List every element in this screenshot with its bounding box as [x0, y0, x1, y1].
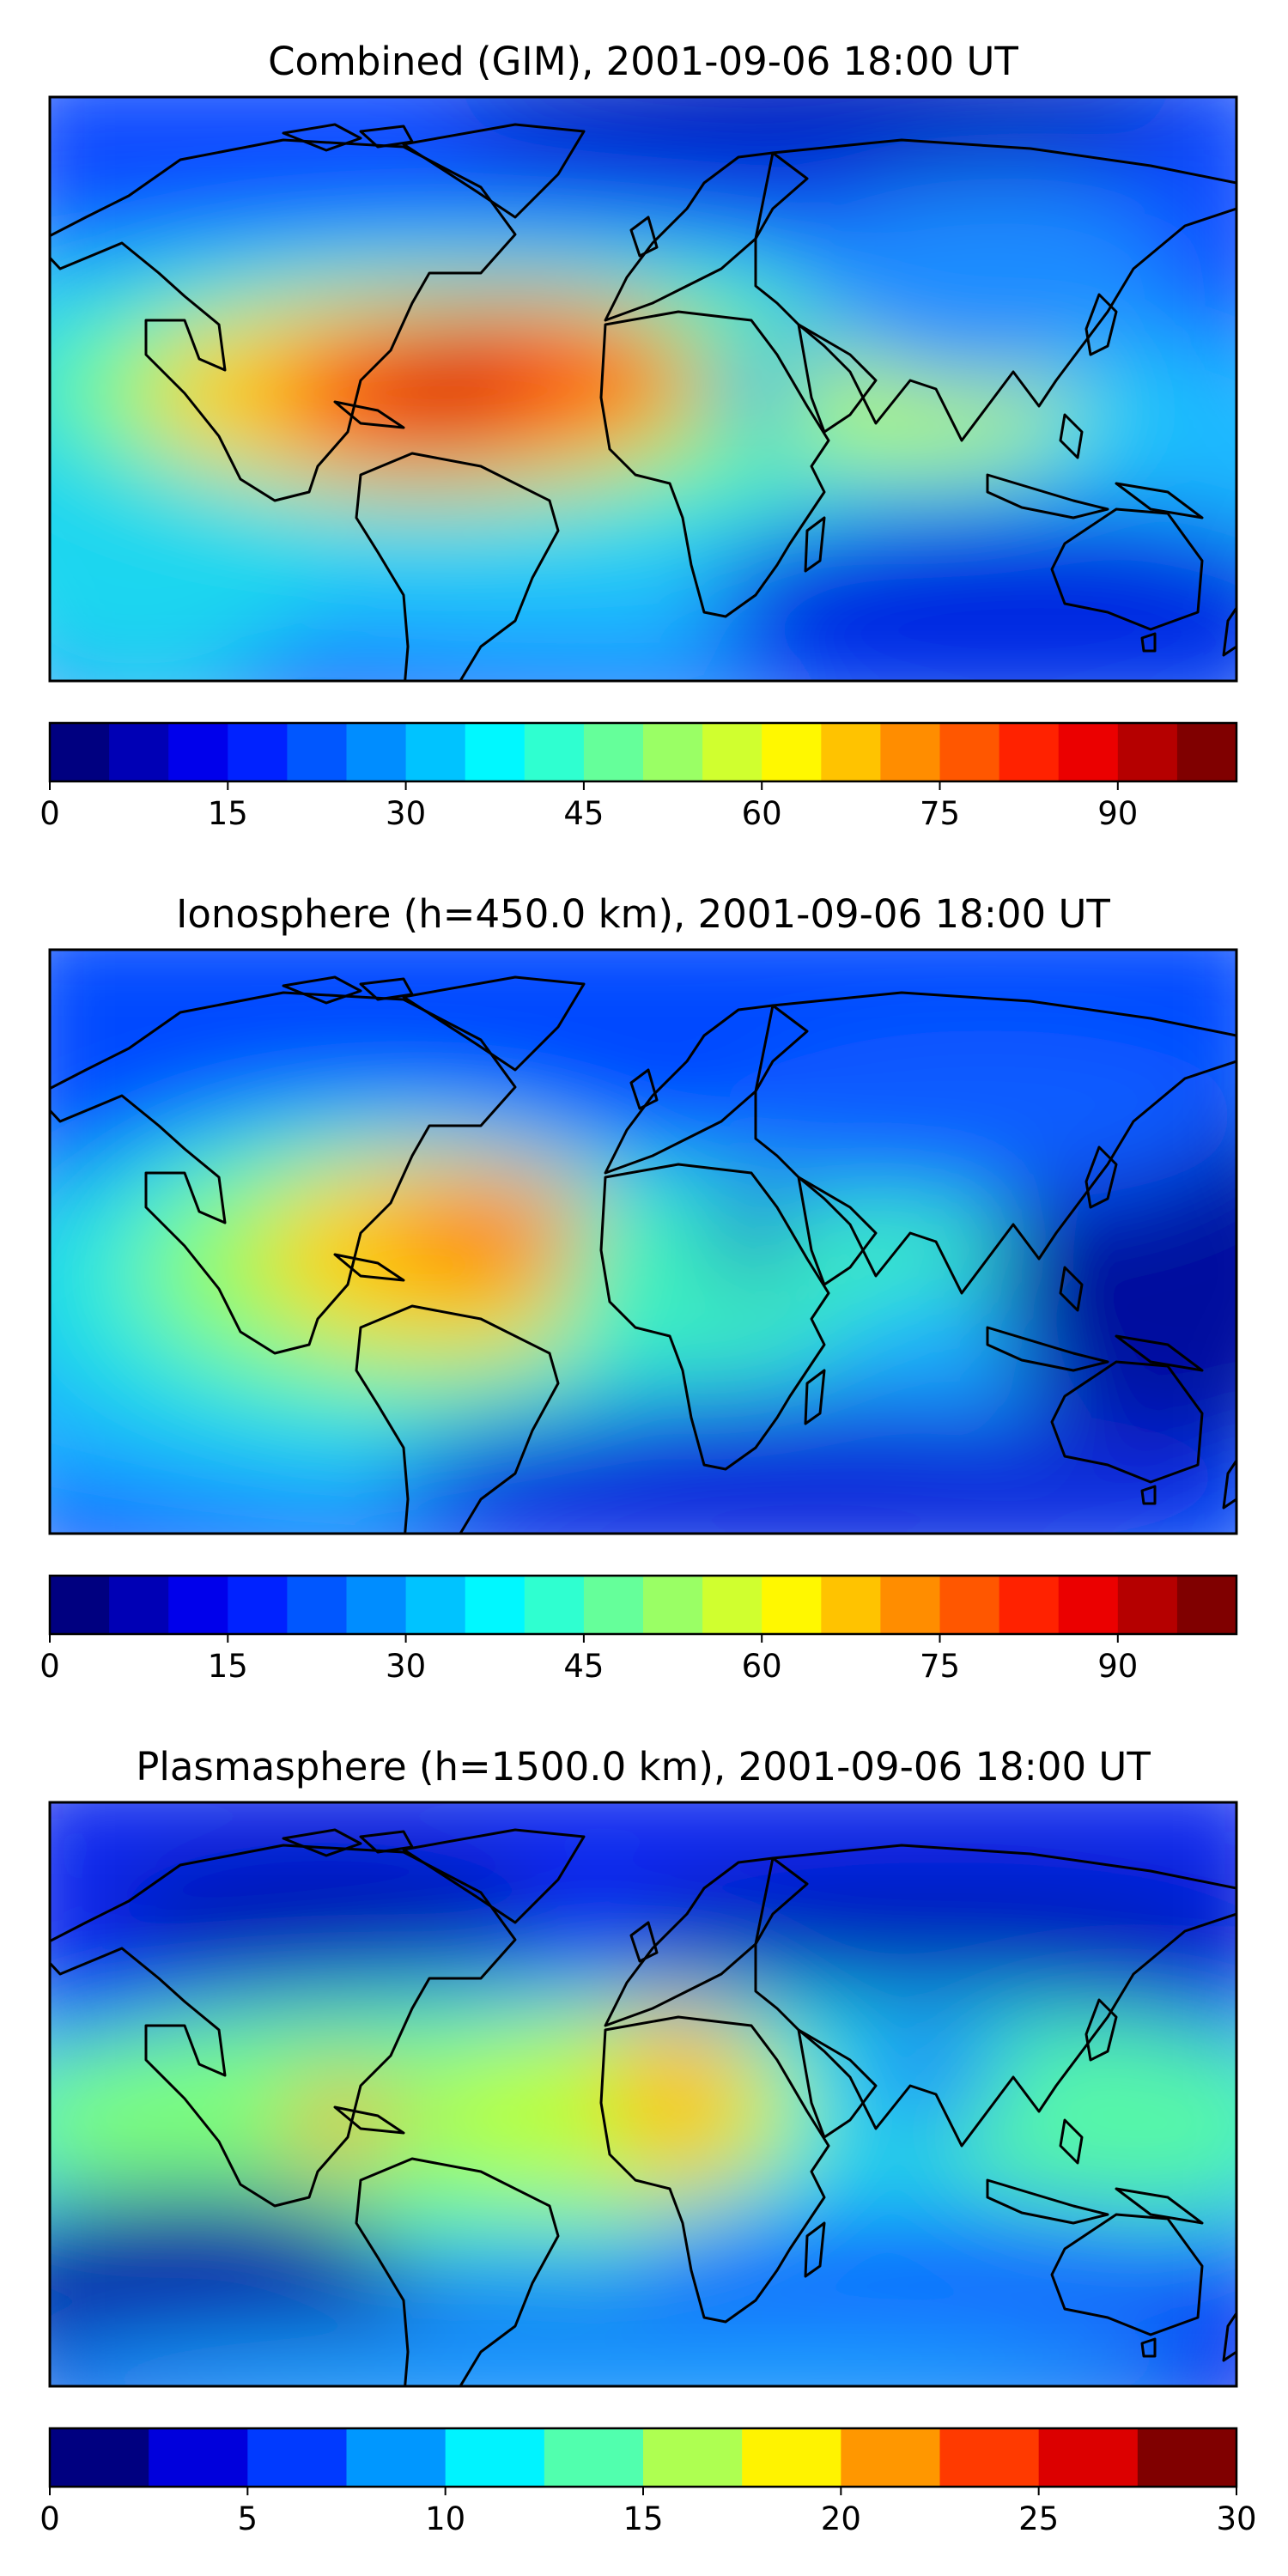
colorbar-level [841, 2428, 941, 2487]
colorbar-level [346, 1576, 407, 1634]
colorbar-level [287, 723, 348, 781]
colorbar: 0 15 30 45 60 75 90 [39, 1574, 1238, 1685]
colorbar-level [247, 2428, 348, 2487]
colorbar-tick-label: 75 [920, 1648, 960, 1685]
map-frame [48, 1801, 1238, 2388]
colorbar-level [939, 723, 1000, 781]
colorbar-tick-label: 30 [386, 795, 426, 832]
colorbar-level [702, 1576, 762, 1634]
colorbar-level [228, 723, 288, 781]
colorbar-level [1058, 1576, 1119, 1634]
colorbar-level [939, 2428, 1040, 2487]
colorbar-tick-label: 90 [1097, 795, 1138, 832]
colorbar-tick-label: 20 [821, 2500, 861, 2537]
colorbar-tick-label: 75 [920, 795, 960, 832]
colorbar-level [346, 2428, 447, 2487]
colorbar-tick-label: 30 [386, 1648, 426, 1685]
colorbar-level [1058, 723, 1119, 781]
colorbar-level [643, 1576, 703, 1634]
colorbar-tick-label: 60 [742, 795, 782, 832]
colorbar-level [821, 1576, 881, 1634]
colorbar-level [583, 723, 644, 781]
colorbar-level [405, 723, 466, 781]
colorbar-level [346, 723, 407, 781]
colorbar-level [1176, 723, 1237, 781]
colorbar-tick-label: 45 [563, 1648, 604, 1685]
colorbar: 0 15 30 45 60 75 90 [39, 721, 1238, 832]
colorbar-level [168, 723, 228, 781]
colorbar-level [1176, 1576, 1237, 1634]
colorbar-level [1038, 2428, 1139, 2487]
colorbar-level [999, 723, 1060, 781]
colorbar-tick-label: 0 [39, 2500, 60, 2537]
map-frame [48, 948, 1238, 1535]
colorbar-level [702, 723, 762, 781]
colorbar-level [109, 723, 169, 781]
panel-ionosphere: Ionosphere (h=450.0 km), 2001-09-06 18:0… [39, 891, 1238, 1685]
colorbar-level [742, 2428, 841, 2487]
tec-field [50, 97, 1236, 681]
colorbar-level [643, 2428, 743, 2487]
colorbar-level [1117, 1576, 1178, 1634]
colorbar-tick-label: 60 [742, 1648, 782, 1685]
panel-plasmasphere: Plasmasphere (h=1500.0 km), 2001-09-06 1… [39, 1744, 1257, 2537]
colorbar-level [109, 1576, 169, 1634]
panel-combined: Combined (GIM), 2001-09-06 18:00 UT [39, 39, 1238, 832]
colorbar-level [821, 723, 881, 781]
colorbar-level [465, 1576, 526, 1634]
colorbar-level [50, 1576, 110, 1634]
colorbar-level [287, 1576, 348, 1634]
colorbar-level [762, 723, 822, 781]
colorbar: 0 5 10 15 20 25 30 [39, 2427, 1257, 2537]
map-frame [48, 95, 1238, 683]
panel-title: Plasmasphere (h=1500.0 km), 2001-09-06 1… [136, 1744, 1151, 1789]
colorbar-tick-label: 30 [1216, 2500, 1256, 2537]
colorbar-level [228, 1576, 288, 1634]
colorbar-tick-label: 5 [238, 2500, 258, 2537]
colorbar-level [544, 2428, 644, 2487]
colorbar-level [1117, 723, 1178, 781]
colorbar-level [880, 723, 941, 781]
colorbar-tick-label: 90 [1097, 1648, 1138, 1685]
colorbar-level [583, 1576, 644, 1634]
tec-field [50, 1802, 1236, 2386]
colorbar-level [149, 2428, 248, 2487]
colorbar-tick-label: 0 [39, 795, 60, 832]
colorbar-level [465, 723, 526, 781]
colorbar-tick-label: 45 [563, 795, 604, 832]
colorbar-frame [48, 721, 1238, 783]
colorbar-level [50, 723, 110, 781]
colorbar-level [939, 1576, 1000, 1634]
colorbar-level [405, 1576, 466, 1634]
colorbar-level [168, 1576, 228, 1634]
colorbar-tick-label: 0 [39, 1648, 60, 1685]
colorbar-tick-label: 15 [208, 795, 248, 832]
colorbar-level [50, 2428, 149, 2487]
colorbar-tick-label: 15 [623, 2500, 663, 2537]
tec-field [50, 950, 1236, 1534]
colorbar-level [524, 723, 585, 781]
colorbar-level [999, 1576, 1060, 1634]
colorbar-tick-label: 15 [208, 1648, 248, 1685]
colorbar-level [762, 1576, 822, 1634]
colorbar-tick-label: 10 [425, 2500, 465, 2537]
colorbar-level [880, 1576, 941, 1634]
colorbar-level [445, 2428, 545, 2487]
colorbar-frame [48, 1574, 1238, 1636]
panel-title: Combined (GIM), 2001-09-06 18:00 UT [268, 39, 1018, 84]
colorbar-tick-label: 25 [1018, 2500, 1059, 2537]
colorbar-level [643, 723, 703, 781]
colorbar-level [1137, 2428, 1237, 2487]
colorbar-level [524, 1576, 585, 1634]
panel-title: Ionosphere (h=450.0 km), 2001-09-06 18:0… [176, 891, 1110, 937]
